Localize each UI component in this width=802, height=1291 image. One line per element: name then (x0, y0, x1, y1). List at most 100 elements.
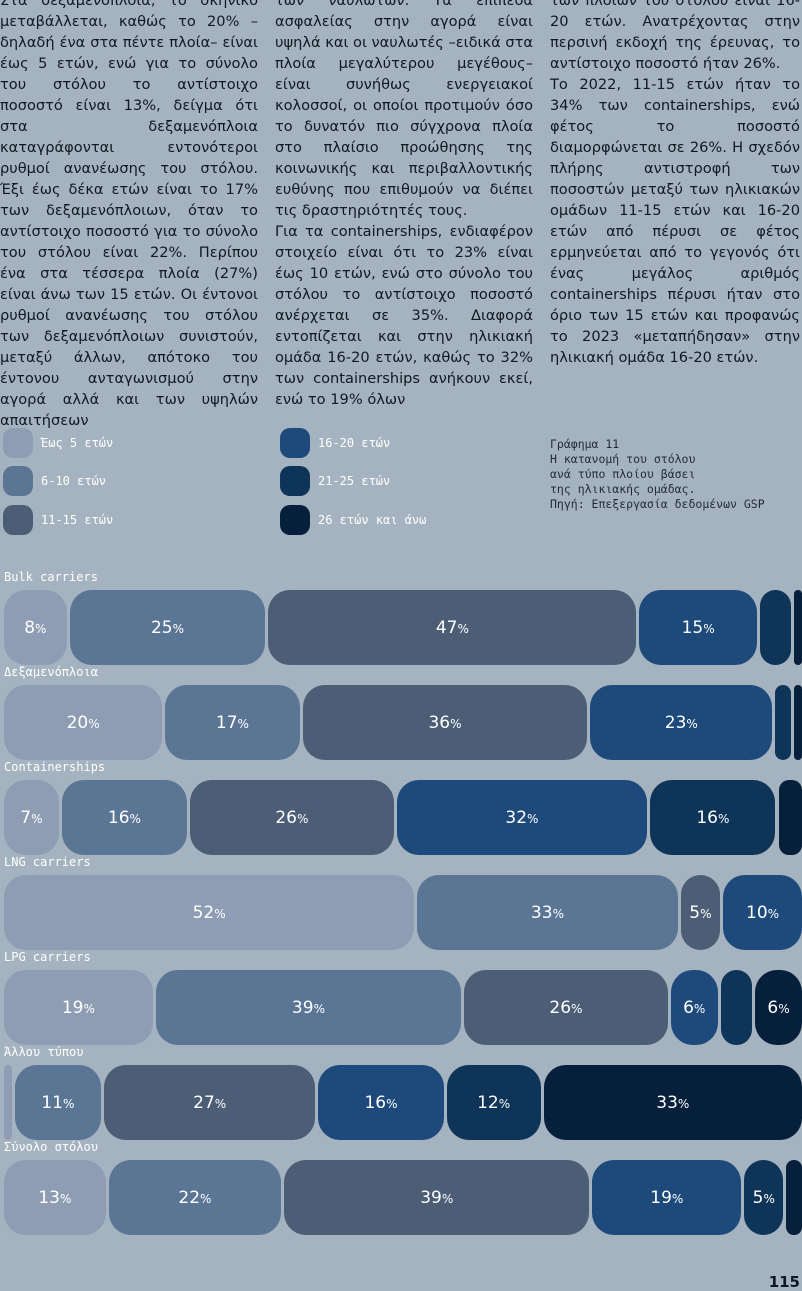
data-label: 32% (505, 807, 539, 828)
bar-segment: 17% (165, 685, 300, 760)
legend-swatch (280, 428, 310, 458)
data-label: 36% (428, 712, 462, 733)
legend-swatch (280, 466, 310, 496)
bar-segment (778, 780, 802, 855)
data-label: 25% (150, 617, 185, 638)
bar-segment: 12% (446, 1065, 541, 1140)
bar-segment: 16% (318, 1065, 444, 1140)
bar-segment: 6% (670, 970, 718, 1045)
bar-segment: 23% (590, 685, 773, 760)
bar-segment: 15% (639, 590, 757, 665)
legend-item: 6-10 ετών (3, 466, 106, 496)
legend-item: 16-20 ετών (280, 428, 390, 458)
legend-swatch (3, 428, 33, 458)
category-label: LNG carriers (4, 855, 91, 869)
text-column-1: Στα δεξαμενόπλοια, το σκηνικό μεταβάλλετ… (0, 0, 258, 431)
bar-segment: 32% (396, 780, 648, 855)
data-label: 13% (38, 1187, 72, 1208)
data-label: 33% (530, 902, 564, 923)
legend-swatch (3, 466, 33, 496)
bar-segment: 33% (543, 1065, 802, 1140)
data-label: 7% (20, 807, 43, 828)
bar-segment: 39% (155, 970, 462, 1045)
data-label: 19% (650, 1187, 684, 1208)
category-label: Άλλου τύπου (4, 1045, 84, 1059)
bar-segment (775, 685, 792, 760)
bar-segment: 20% (4, 685, 163, 760)
bar-segment: 33% (417, 875, 678, 950)
bar-segment: 5% (744, 1160, 784, 1235)
data-label: 16% (107, 807, 141, 828)
bar-segment: 39% (284, 1160, 590, 1235)
legend-swatch (3, 505, 33, 535)
legend-item: Έως 5 ετών (3, 428, 113, 458)
data-label: 11% (41, 1092, 75, 1113)
bar-segment: 10% (723, 875, 802, 950)
data-label: 17% (215, 712, 249, 733)
data-label: 47% (435, 617, 469, 638)
paragraph: των πλοίων του στόλου είναι 16-20 ετών. … (550, 0, 800, 72)
data-label: 8% (24, 617, 47, 638)
bar-segment: 16% (61, 780, 188, 855)
bar-segment: 7% (4, 780, 59, 855)
bar-segment: 26% (464, 970, 668, 1045)
bar-segment (794, 685, 802, 760)
data-label: 16% (696, 807, 730, 828)
legend-label: 26 ετών και άνω (318, 513, 427, 527)
data-label: 39% (420, 1187, 454, 1208)
data-label: 26% (549, 997, 583, 1018)
data-label: 19% (61, 997, 95, 1018)
text-column-2: των ναυλωτών. Τα επίπεδα ασφαλείας στην … (275, 0, 533, 410)
legend-label: Έως 5 ετών (41, 436, 114, 450)
legend-item: 21-25 ετών (280, 466, 390, 496)
data-label: 15% (681, 617, 715, 638)
data-label: 10% (746, 902, 780, 923)
bar-segment (786, 1160, 802, 1235)
data-label: 27% (193, 1092, 227, 1113)
data-label: 33% (656, 1092, 690, 1113)
bar-segment: 52% (4, 875, 415, 950)
data-label: 22% (178, 1187, 212, 1208)
bar-segment: 13% (4, 1160, 106, 1235)
bar-segment: 22% (108, 1160, 282, 1235)
data-label: 20% (66, 712, 100, 733)
bar-segment (720, 970, 752, 1045)
bar-segment: 19% (592, 1160, 742, 1235)
legend-item: 26 ετών και άνω (280, 505, 426, 535)
bar-segment: 47% (268, 590, 637, 665)
category-label: Containerships (4, 760, 106, 774)
category-label: LPG carriers (4, 950, 91, 964)
chart-caption: Γράφημα 11 Η κατανομή του στόλου ανά τύπ… (550, 437, 765, 511)
legend-swatch (280, 505, 310, 535)
data-label: 6% (683, 997, 706, 1018)
legend-label: 6-10 ετών (41, 474, 107, 488)
bar-segment: 16% (650, 780, 776, 855)
data-label: 16% (364, 1092, 398, 1113)
bar-segment (4, 1065, 12, 1140)
data-label: 39% (291, 997, 325, 1018)
bar-segment: 8% (4, 590, 67, 665)
data-label: 26% (275, 807, 309, 828)
paragraph: Στα δεξαμενόπλοια, το σκηνικό μεταβάλλετ… (0, 0, 258, 429)
legend-item: 11-15 ετών (3, 505, 113, 535)
bar-segment (794, 590, 802, 665)
data-label: 5% (752, 1187, 775, 1208)
data-label: 12% (477, 1092, 511, 1113)
bar-segment: 26% (190, 780, 394, 855)
text-column-3: των πλοίων του στόλου είναι 16-20 ετών. … (550, 0, 800, 368)
bar-segment: 11% (14, 1065, 101, 1140)
data-label: 23% (664, 712, 698, 733)
legend-label: 16-20 ετών (318, 436, 391, 450)
bar-segment: 36% (302, 685, 588, 760)
paragraph: Για τα containerships, ενδιαφέρον στοιχε… (275, 223, 533, 408)
bar-segment: 25% (69, 590, 266, 665)
category-label: Σύνολο στόλου (4, 1140, 98, 1154)
legend-label: 21-25 ετών (318, 474, 391, 488)
bar-segment: 19% (4, 970, 153, 1045)
page-number: 115 (768, 1273, 800, 1291)
paragraph: των ναυλωτών. Τα επίπεδα ασφαλείας στην … (275, 0, 533, 219)
paragraph: Το 2022, 11-15 ετών ήταν το 34% των cont… (550, 76, 800, 366)
category-label: Δεξαμενόπλοια (4, 665, 98, 679)
bar-segment: 5% (680, 875, 721, 950)
data-label: 5% (689, 902, 712, 923)
